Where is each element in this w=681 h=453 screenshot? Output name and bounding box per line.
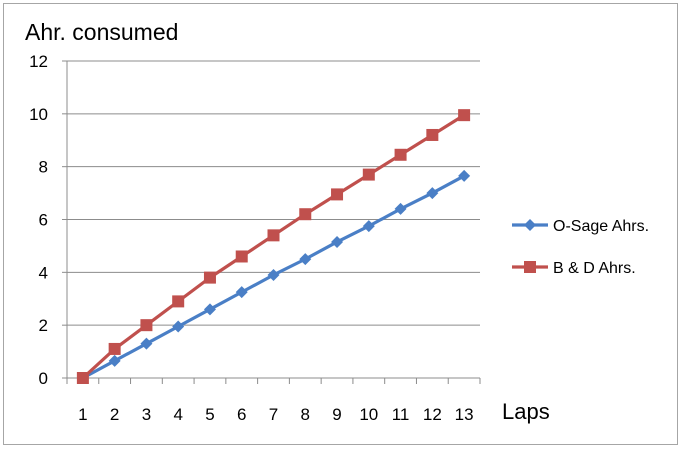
data-point (108, 354, 121, 367)
series-2 (76, 109, 471, 384)
x-tick-label: 9 (332, 405, 341, 424)
data-point (331, 235, 344, 248)
y-tick-label: 2 (39, 316, 48, 335)
x-tick-label: 11 (392, 405, 410, 424)
x-tick-label: 4 (173, 405, 182, 424)
data-point (203, 271, 216, 284)
data-point (235, 286, 248, 299)
data-point (267, 268, 280, 281)
data-point (331, 188, 344, 201)
x-tick-label: 12 (423, 405, 442, 424)
gridlines (67, 60, 480, 326)
data-point (172, 295, 185, 308)
legend-entry: O-Sage Ahrs. (512, 218, 649, 235)
data-point (362, 220, 375, 233)
x-tick-label: 7 (269, 405, 278, 424)
data-point (203, 303, 216, 316)
legend-label: O-Sage Ahrs. (553, 218, 649, 235)
legend-marker (524, 219, 536, 231)
data-point (426, 187, 439, 200)
x-tick-label: 10 (359, 405, 378, 424)
y-tick-label: 8 (39, 158, 48, 177)
x-tick-label: 13 (455, 405, 474, 424)
legend-entry: B & D Ahrs. (512, 260, 636, 277)
x-tick-label: 2 (110, 405, 119, 424)
x-tick-label: 1 (78, 405, 87, 424)
data-point (426, 128, 439, 141)
data-point (362, 168, 375, 181)
legend-label: B & D Ahrs. (553, 260, 636, 277)
x-axis-label: Laps (502, 399, 550, 424)
data-point (299, 208, 312, 221)
y-tick-label: 0 (39, 369, 48, 388)
x-tick-label: 6 (237, 405, 246, 424)
data-point (458, 109, 471, 122)
y-tick-label: 4 (39, 263, 48, 282)
chart-border (3, 3, 678, 445)
data-point (394, 202, 407, 215)
legend: O-Sage Ahrs. B & D Ahrs. (512, 218, 649, 277)
y-tick-label: 6 (39, 211, 48, 230)
y-tick-label: 12 (29, 52, 48, 71)
data-point (267, 229, 280, 242)
data-point (76, 372, 89, 384)
x-tick-label: 8 (301, 405, 310, 424)
data-point (140, 319, 153, 332)
legend-marker (524, 261, 536, 273)
data-point (394, 148, 407, 161)
series-layer (76, 109, 471, 384)
x-tick-label: 3 (142, 405, 151, 424)
data-point (140, 337, 153, 350)
data-point (299, 253, 312, 266)
data-point (458, 169, 471, 182)
data-point (108, 342, 121, 355)
y-tick-label: 10 (29, 105, 48, 124)
y-axis-label: Ahr. consumed (25, 19, 178, 45)
data-point (172, 320, 185, 333)
x-tick-label: 5 (205, 405, 214, 424)
data-point (235, 250, 248, 263)
